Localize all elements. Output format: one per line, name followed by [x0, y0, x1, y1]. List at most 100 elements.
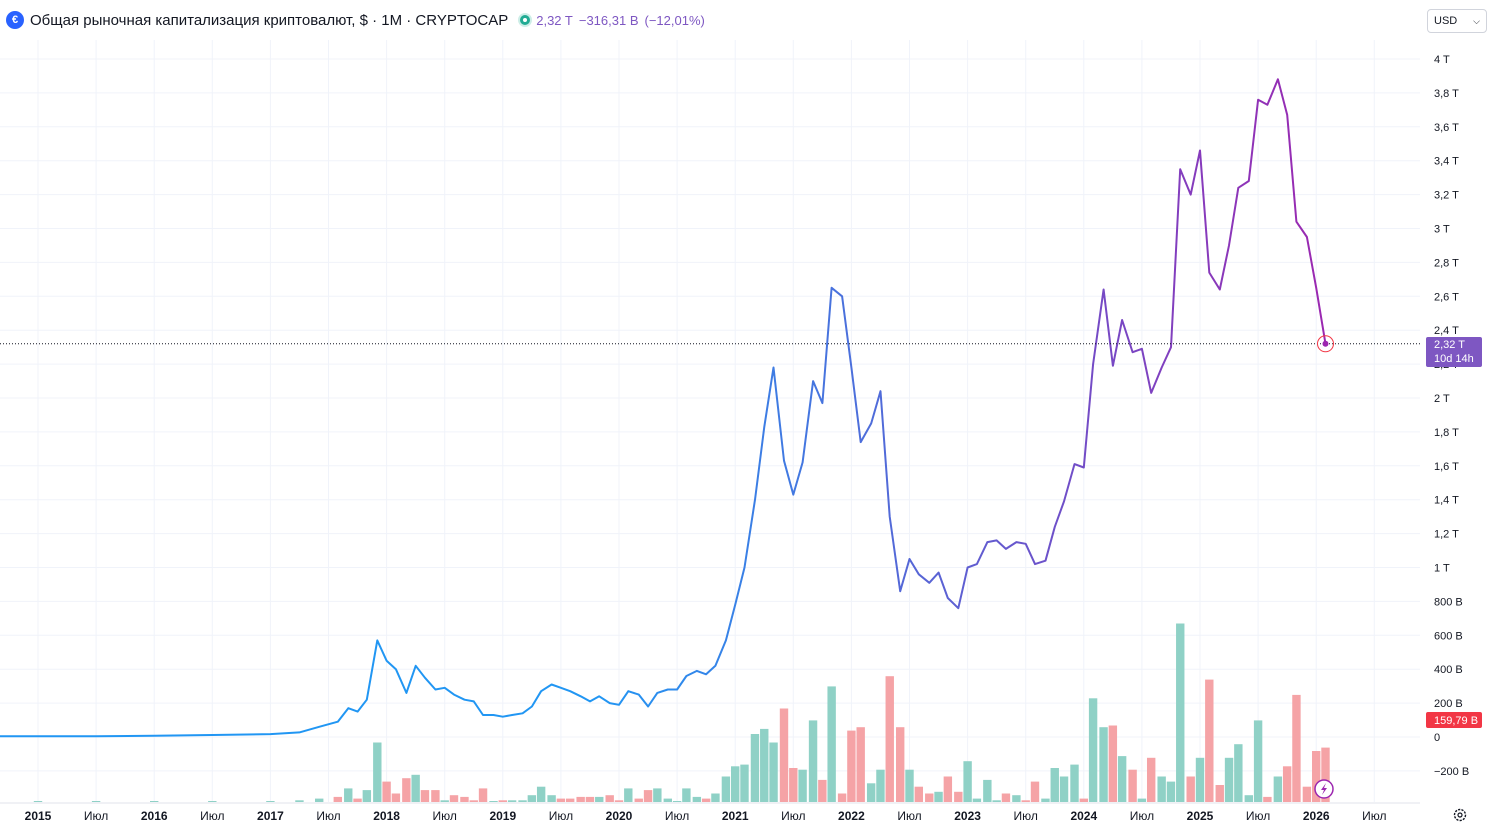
volume-bar — [1021, 800, 1030, 802]
time-tick-label: Июл — [1362, 809, 1386, 823]
change-value: −316,31 B — [578, 12, 639, 28]
time-tick-label: 2016 — [141, 809, 168, 823]
price-tick-label: 2 T — [1434, 393, 1450, 405]
volume-bar — [1321, 747, 1330, 802]
price-tick-label: 3,2 T — [1434, 190, 1459, 202]
last-point-marker[interactable] — [1316, 335, 1334, 353]
volume-bar — [1292, 694, 1301, 802]
volume-bar — [614, 800, 624, 802]
price-tick-label: 1,4 T — [1434, 495, 1459, 507]
price-tick-label: 4 T — [1434, 54, 1450, 66]
settings-gear-icon[interactable] — [1453, 808, 1467, 822]
volume-bar — [1263, 796, 1272, 802]
volume-bar — [682, 788, 691, 802]
volume-bar — [1137, 798, 1147, 802]
volume-bars — [33, 623, 1330, 802]
volume-bar — [1012, 795, 1021, 802]
last-price-tag-bg — [1426, 337, 1482, 367]
market-status-icon[interactable] — [520, 15, 531, 25]
volume-bar — [1050, 768, 1059, 802]
volume-bar — [605, 795, 614, 802]
price-tick-label: 3,8 T — [1434, 88, 1459, 100]
volume-bar — [808, 720, 818, 802]
volume-bar — [469, 800, 478, 802]
volume-bar — [489, 801, 498, 802]
volume-bar — [518, 800, 527, 802]
volume-bar — [1312, 751, 1321, 802]
price-axis[interactable]: 4 T 3,8 T 3,6 T 3,4 T 3,2 T 3 T 2,8 T 2,6 T 2,4 … — [1434, 54, 1469, 778]
volume-bar — [943, 776, 953, 802]
volume-bar — [740, 764, 749, 802]
volume-bar — [420, 790, 430, 802]
last-price-tag: 2,32 T 10d 14h — [1426, 337, 1482, 367]
last-point-dot — [1322, 340, 1329, 347]
volume-bar — [440, 800, 449, 802]
volume-bar — [585, 796, 595, 802]
time-axis[interactable]: 2015 Июл 2016 Июл 2017 Июл 2018 Июл 2019 Июл 2020 И… — [25, 809, 1387, 823]
volume-bar — [711, 793, 720, 802]
time-tick-label: 2015 — [25, 809, 52, 823]
volume-bar — [876, 769, 885, 802]
volume-bar — [789, 768, 798, 802]
volume-bar — [382, 781, 391, 802]
volume-bar — [373, 742, 382, 802]
volume-bar — [769, 742, 778, 802]
last-value: 2,32 T — [536, 12, 573, 28]
volume-bar — [362, 790, 372, 802]
volume-bar — [411, 774, 420, 802]
time-tick-label: 2020 — [606, 809, 633, 823]
volume-bar — [402, 778, 411, 802]
volume-tag-value: 159,79 B — [1434, 715, 1478, 727]
volume-bar — [1273, 776, 1283, 802]
volume-bar — [1117, 756, 1127, 802]
volume-bar — [1108, 725, 1118, 802]
volume-bar — [315, 798, 324, 802]
volume-bar — [663, 798, 673, 802]
symbol-title[interactable]: Общая рыночная капитализация криптовалют… — [30, 11, 509, 29]
volume-bar — [1166, 781, 1176, 802]
volume-bar — [1070, 764, 1079, 802]
volume-bar — [1186, 776, 1195, 802]
volume-bar — [983, 779, 992, 802]
price-tick-label: 2,8 T — [1434, 257, 1459, 269]
price-tick-label: 400 B — [1434, 664, 1463, 676]
volume-bar — [1215, 785, 1224, 802]
volume-bar — [856, 727, 865, 802]
volume-bar — [1205, 679, 1214, 802]
time-tick-label: 2023 — [954, 809, 981, 823]
bar-countdown: 10d 14h — [1434, 353, 1474, 365]
time-tick-label: 2025 — [1187, 809, 1214, 823]
time-tick-label: 2021 — [722, 809, 749, 823]
price-tick-label: 2,6 T — [1434, 291, 1459, 303]
volume-bar — [818, 779, 827, 802]
volume-bar — [1059, 776, 1069, 802]
lightning-icon[interactable] — [1314, 779, 1334, 799]
price-tick-label: 1 T — [1434, 563, 1450, 575]
volume-bar — [760, 728, 769, 802]
volume-bar — [33, 801, 43, 802]
volume-bar — [827, 686, 836, 802]
chevron-down-icon: ⌵ — [1473, 15, 1480, 26]
time-tick-label: Июл — [1014, 809, 1038, 823]
price-tick-label: 1,8 T — [1434, 427, 1459, 439]
price-tick-label: 2,4 T — [1434, 325, 1459, 337]
grid — [0, 40, 1420, 804]
volume-bar — [896, 727, 905, 802]
volume-bar — [624, 788, 633, 802]
volume-bar — [885, 676, 894, 802]
cryptocap-logo-icon[interactable]: € — [6, 11, 24, 29]
volume-bar — [208, 801, 217, 802]
volume-bar — [779, 708, 789, 802]
currency-select[interactable]: USD ⌵ — [1427, 9, 1487, 33]
price-tick-label: 200 B — [1434, 698, 1463, 710]
time-tick-label: Июл — [781, 809, 805, 823]
volume-bar — [353, 798, 362, 802]
volume-bar — [1302, 786, 1312, 802]
volume-bar — [1244, 795, 1254, 802]
time-tick-label: Июл — [433, 809, 457, 823]
volume-bar — [1079, 798, 1088, 802]
price-tick-label: −200 B — [1434, 766, 1469, 778]
market-cap-line — [0, 78, 1327, 738]
volume-bar — [701, 798, 711, 802]
